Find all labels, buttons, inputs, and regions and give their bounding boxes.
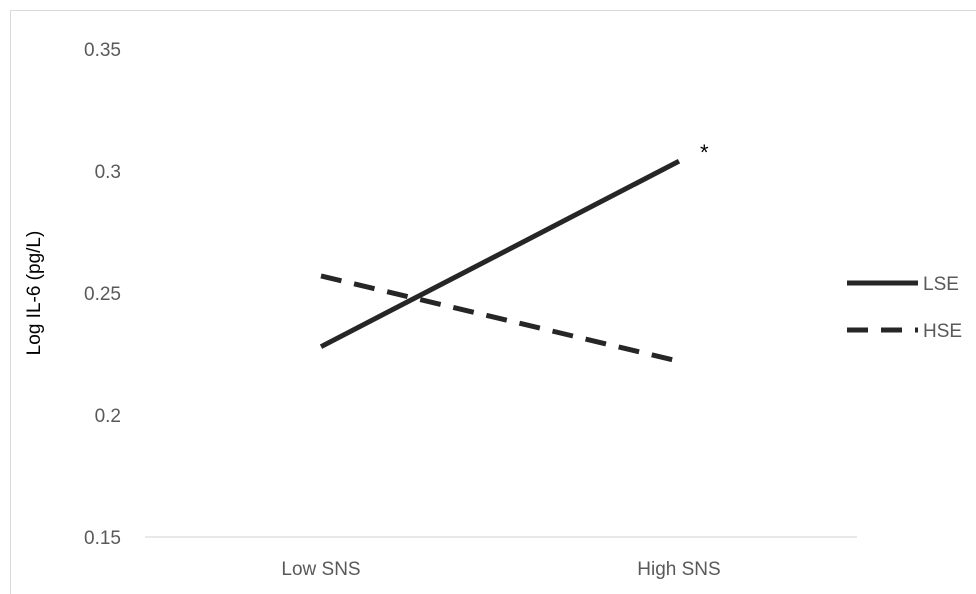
x-tick-labels: Low SNS High SNS xyxy=(281,559,720,580)
legend-label-hse: HSE xyxy=(923,321,962,342)
legend: LSE HSE xyxy=(847,274,962,342)
annotations: * xyxy=(700,140,709,165)
x-tick-label: Low SNS xyxy=(281,559,360,580)
significance-marker: * xyxy=(700,140,709,165)
x-tick-label: High SNS xyxy=(637,559,720,580)
y-tick-label: 0.25 xyxy=(84,284,121,305)
y-tick-label: 0.3 xyxy=(95,162,121,183)
series-line-lse xyxy=(319,158,681,349)
y-tick-label: 0.15 xyxy=(84,528,121,549)
y-tick-label: 0.2 xyxy=(95,406,121,427)
y-tick-label: 0.35 xyxy=(84,40,121,61)
series-line-hse xyxy=(320,273,680,364)
chart-frame xyxy=(10,10,976,594)
series-lines xyxy=(319,158,681,364)
y-axis-title: Log IL-6 (pg/L) xyxy=(24,231,45,356)
y-tick-labels: 0.15 0.2 0.25 0.3 0.35 xyxy=(84,40,121,549)
legend-label-lse: LSE xyxy=(923,274,959,295)
